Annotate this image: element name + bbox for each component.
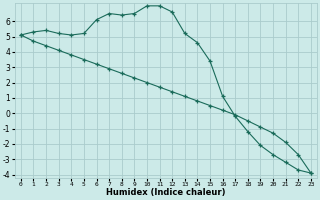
X-axis label: Humidex (Indice chaleur): Humidex (Indice chaleur) xyxy=(106,188,226,197)
